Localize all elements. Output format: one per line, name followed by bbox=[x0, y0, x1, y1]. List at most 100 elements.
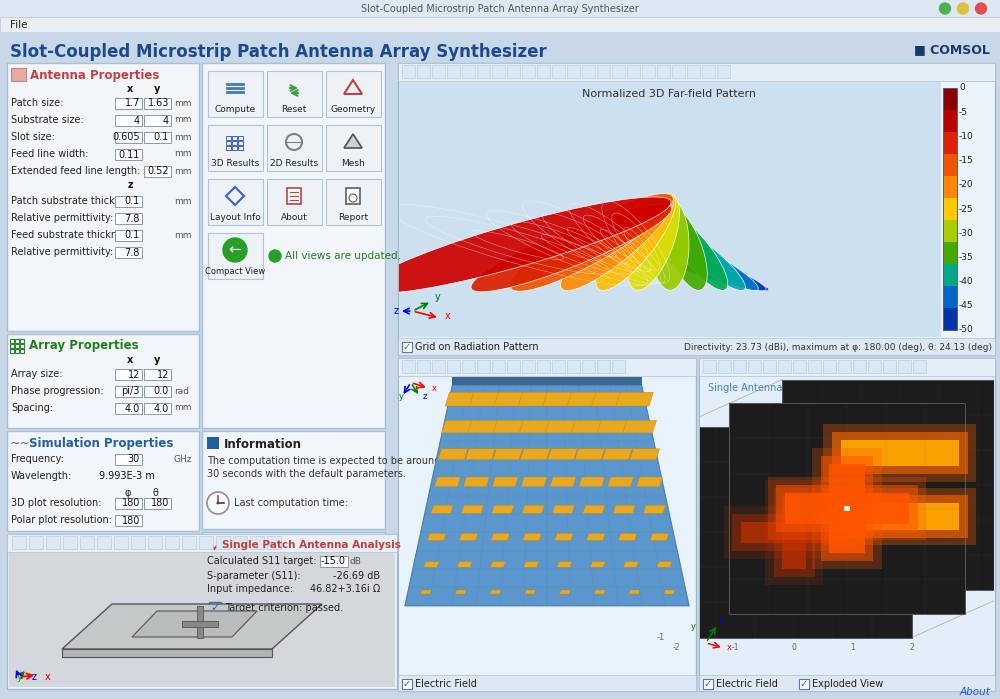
Bar bbox=[182, 536, 196, 549]
Bar bbox=[267, 125, 322, 171]
Bar bbox=[943, 88, 957, 110]
Bar bbox=[703, 679, 713, 689]
Text: Virtual Array View: Virtual Array View bbox=[497, 385, 597, 395]
Bar bbox=[522, 360, 535, 373]
Bar bbox=[7, 534, 397, 689]
Text: Input impedance:: Input impedance: bbox=[207, 584, 293, 594]
Text: 3D Results: 3D Results bbox=[211, 159, 259, 168]
Polygon shape bbox=[520, 449, 550, 460]
Bar bbox=[462, 65, 475, 78]
Bar bbox=[144, 115, 171, 126]
Polygon shape bbox=[650, 533, 669, 540]
Bar bbox=[763, 360, 776, 373]
Polygon shape bbox=[613, 505, 635, 514]
Bar bbox=[898, 360, 911, 373]
Text: Report: Report bbox=[338, 212, 368, 222]
Text: x: x bbox=[445, 311, 451, 322]
Polygon shape bbox=[782, 380, 1000, 590]
Polygon shape bbox=[841, 503, 959, 530]
Text: -1: -1 bbox=[732, 643, 739, 652]
Bar bbox=[717, 65, 730, 78]
Polygon shape bbox=[782, 496, 806, 569]
Circle shape bbox=[976, 3, 986, 14]
Bar bbox=[402, 342, 412, 352]
Bar bbox=[0, 0, 1000, 17]
Text: -45: -45 bbox=[959, 301, 974, 310]
Polygon shape bbox=[741, 521, 847, 543]
Bar bbox=[687, 65, 700, 78]
Bar bbox=[699, 675, 995, 691]
Bar bbox=[702, 65, 715, 78]
Text: 1: 1 bbox=[765, 586, 771, 595]
Bar bbox=[399, 82, 941, 337]
Bar bbox=[20, 344, 24, 348]
Text: Array size:: Array size: bbox=[11, 369, 62, 379]
Text: 7.8: 7.8 bbox=[125, 247, 140, 257]
Polygon shape bbox=[590, 562, 605, 567]
Text: Polar plot resolution:: Polar plot resolution: bbox=[11, 515, 112, 525]
Text: Patch size:: Patch size: bbox=[11, 98, 63, 108]
Bar bbox=[432, 360, 445, 373]
Bar bbox=[417, 65, 430, 78]
Text: File: File bbox=[10, 20, 28, 29]
Polygon shape bbox=[491, 533, 510, 540]
Polygon shape bbox=[420, 590, 431, 594]
Text: 2D Results: 2D Results bbox=[270, 159, 318, 168]
Text: All views are updated.: All views are updated. bbox=[285, 251, 401, 261]
Bar bbox=[208, 233, 263, 279]
Text: 0.605: 0.605 bbox=[112, 133, 140, 143]
Bar bbox=[672, 65, 685, 78]
Bar bbox=[398, 675, 696, 691]
Text: ∼∼: ∼∼ bbox=[10, 436, 31, 449]
Bar bbox=[7, 431, 199, 531]
Bar bbox=[238, 146, 243, 150]
Bar bbox=[80, 536, 94, 549]
Polygon shape bbox=[567, 392, 605, 406]
Text: 1.7: 1.7 bbox=[125, 99, 140, 108]
Text: y: y bbox=[17, 672, 23, 682]
Polygon shape bbox=[729, 403, 965, 614]
Text: ✓: ✓ bbox=[210, 603, 220, 613]
Bar bbox=[144, 132, 171, 143]
Bar bbox=[642, 65, 655, 78]
Text: Substrate size:: Substrate size: bbox=[11, 115, 84, 125]
Bar bbox=[627, 65, 640, 78]
Bar bbox=[398, 358, 696, 691]
Text: 0.0: 0.0 bbox=[154, 387, 169, 396]
Text: -10: -10 bbox=[959, 132, 974, 141]
Text: -1: -1 bbox=[656, 633, 665, 642]
Text: dB: dB bbox=[350, 556, 362, 565]
Text: 9.993E-3 m: 9.993E-3 m bbox=[99, 471, 155, 481]
Text: mm: mm bbox=[174, 99, 192, 108]
Bar bbox=[10, 339, 14, 343]
Polygon shape bbox=[492, 477, 518, 487]
Polygon shape bbox=[608, 477, 634, 487]
Text: 180: 180 bbox=[151, 498, 169, 508]
Text: Slot-Coupled Microstrip Patch Antenna Array Synthesizer: Slot-Coupled Microstrip Patch Antenna Ar… bbox=[361, 3, 639, 13]
Bar bbox=[7, 534, 397, 552]
Polygon shape bbox=[463, 477, 489, 487]
Ellipse shape bbox=[471, 204, 672, 291]
Text: 12: 12 bbox=[157, 370, 169, 380]
Polygon shape bbox=[494, 392, 531, 406]
Bar bbox=[793, 360, 806, 373]
Circle shape bbox=[216, 501, 220, 505]
Text: Feed line width:: Feed line width: bbox=[11, 149, 88, 159]
Bar bbox=[398, 358, 696, 376]
Bar bbox=[144, 369, 171, 380]
Text: y: y bbox=[154, 355, 160, 365]
Bar bbox=[582, 65, 595, 78]
Bar bbox=[144, 498, 171, 509]
Text: 12: 12 bbox=[128, 370, 140, 380]
Text: Array Properties: Array Properties bbox=[29, 340, 139, 352]
Text: -25: -25 bbox=[959, 205, 974, 213]
Polygon shape bbox=[493, 449, 523, 460]
Bar bbox=[202, 63, 385, 428]
Bar bbox=[477, 360, 490, 373]
Polygon shape bbox=[616, 392, 653, 406]
Text: Target criterion: passed.: Target criterion: passed. bbox=[225, 603, 343, 613]
Polygon shape bbox=[823, 424, 976, 482]
Text: Normalized 3D Far-field Pattern: Normalized 3D Far-field Pattern bbox=[582, 89, 756, 99]
Text: 1.63: 1.63 bbox=[148, 99, 169, 108]
Bar bbox=[883, 360, 896, 373]
